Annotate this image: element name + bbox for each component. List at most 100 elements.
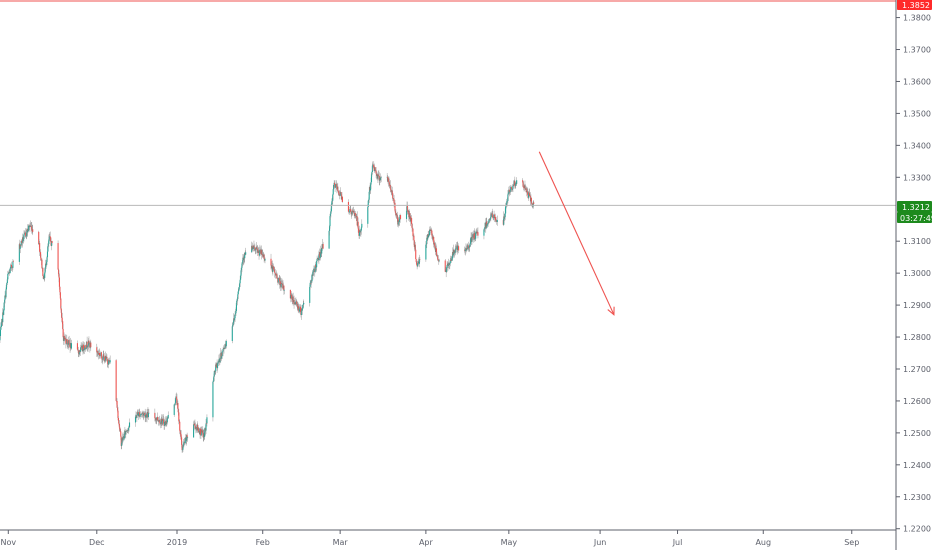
candle-up [122,436,124,441]
candle-up [104,360,106,362]
candle-up [3,302,5,311]
candle-down [275,273,278,276]
candle-down [107,361,109,365]
level-price-tag-bg [897,0,932,10]
candle-up [489,219,491,221]
candle-up [507,193,509,195]
candle-down [352,210,354,212]
candle-down [63,336,66,340]
candle-up [126,431,128,432]
candle-down [492,215,494,218]
down-arrow-drawing[interactable] [538,151,615,316]
candle-up [368,191,370,200]
candle-down [180,432,182,435]
candle-down [79,351,81,353]
candle-down [486,221,488,227]
candle-up [48,239,50,244]
candle-down [29,225,31,227]
time-axis[interactable]: Nov Dec 2019 Feb Mar Apr May Jun Jul Aug Sep [0,530,859,547]
candle-down [60,308,62,313]
candle-down [533,202,535,204]
candle-up [464,250,467,252]
candle-up [214,370,216,373]
candle-down [350,211,352,214]
candle-up [318,255,320,261]
candle-up [321,247,323,254]
candle-up [20,240,22,246]
candle-up [241,263,243,268]
candle-down [529,193,531,197]
candle-up [127,430,129,431]
candle-down [525,188,527,193]
candle-up [147,412,149,418]
candle-down [180,434,182,438]
candle-up [22,239,25,241]
candle-up [128,427,130,431]
x-tick-label: May [501,538,518,547]
candle-down [389,184,391,189]
candle-up [303,302,305,305]
candle-down [322,243,324,249]
candle-up [213,376,215,381]
candle-down [194,423,196,426]
candle-down [119,427,121,430]
candle-up [475,232,477,239]
y-tick-label: 1.2600 [903,397,931,406]
candle-up [238,289,240,292]
candle-down [179,430,181,433]
candle-up [143,413,145,416]
arrow-shaft[interactable] [538,151,615,315]
candle-down [88,340,90,344]
y-tick-label: 1.3000 [903,269,931,278]
y-tick-label: 1.3800 [903,14,931,23]
candle-down [51,241,53,244]
candle-up [516,180,518,184]
candle-up [258,252,261,256]
arrow-head[interactable] [607,306,615,316]
candle-up [175,398,177,403]
current-price-tag: 1.3212 03:27:49 [897,201,932,223]
candle-down [179,421,181,431]
price-axis[interactable]: 1.3800 1.3700 1.3600 1.3500 1.3400 1.3300 1.31… [896,14,931,534]
candle-up [138,411,140,416]
candle-down [10,264,13,268]
candle-up [240,270,242,276]
candle-up [5,289,7,298]
candle-down [120,436,122,446]
candle-up [108,359,110,365]
candle-down [513,184,515,186]
candle-down [142,412,144,414]
candle-down [69,343,71,345]
candle-down [494,214,496,218]
candle-down [20,245,22,246]
candle-up [361,223,363,228]
candle-up [503,216,505,225]
candle-down [399,215,402,219]
candle-up [46,257,48,262]
candle-up [468,247,470,249]
x-tick-label: Apr [419,538,434,547]
candle-down [514,185,516,187]
candle-up [0,329,2,337]
y-tick-label: 1.2300 [903,493,931,502]
candle-up [85,347,87,349]
candle-down [40,252,42,258]
candle-up [371,171,373,175]
candle-down [465,247,467,251]
candle-up [264,258,266,261]
candle-up [449,263,451,265]
candle-down [42,267,44,276]
candle-down [57,243,59,270]
candle-up [380,177,382,178]
candle-up [212,380,214,382]
plot-area[interactable] [0,161,535,453]
candle-up [236,300,238,303]
candle-down [391,190,393,194]
countdown-tag-bg [897,212,932,223]
y-tick-label: 1.3500 [903,109,931,118]
candle-down [523,186,525,188]
current-price-tag-bg [897,201,932,212]
candle-up [215,364,217,371]
candle-up [470,238,472,244]
